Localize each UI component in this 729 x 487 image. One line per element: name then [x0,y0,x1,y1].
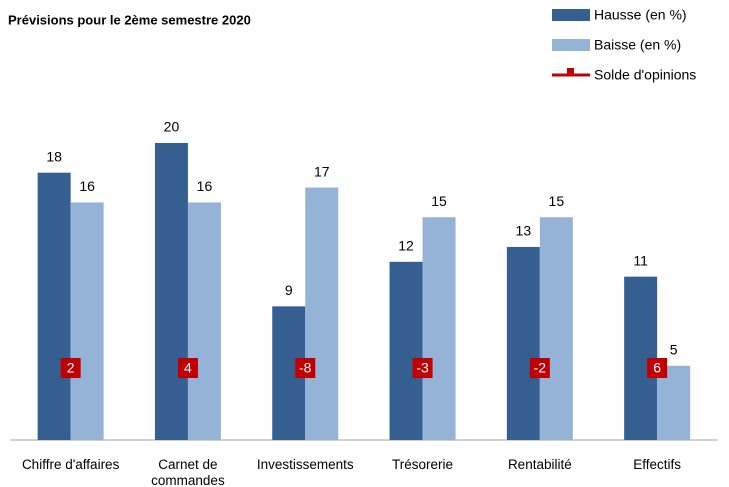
value-label: 16 [79,178,95,194]
bar [506,246,540,440]
legend-label: Hausse (en %) [594,7,687,23]
bar [305,187,339,440]
x-tick-label: Effectifs [633,457,682,472]
solde-label: -8 [299,360,312,376]
solde-label: -2 [534,360,547,376]
bar [422,217,456,440]
value-label: 12 [398,238,414,254]
solde-label: 6 [653,360,661,376]
bar [657,365,691,440]
value-label: 5 [670,341,678,357]
value-label: 20 [164,119,180,135]
bar [70,202,104,440]
solde-box [529,358,550,378]
legend-swatch [552,9,590,21]
chart-title: Prévisions pour le 2ème semestre 2020 [8,12,251,27]
solde-box [295,358,316,378]
bar [154,143,188,440]
legend-marker [567,68,574,75]
solde-label: 2 [67,360,75,376]
legend-swatch [552,39,590,51]
value-label: 11 [633,252,648,268]
value-label: 15 [431,193,447,209]
value-label: 17 [314,163,330,179]
bar [539,217,573,440]
x-tick-label: Carnet de commandes [151,457,225,487]
solde-box [177,358,198,378]
x-tick-label: Investissements [256,457,354,472]
legend-label: Baisse (en %) [594,37,681,53]
solde-box [412,358,433,378]
value-label: 18 [46,148,62,164]
solde-label: 4 [184,360,192,376]
bar [37,172,71,440]
value-label: 9 [285,282,293,298]
value-label: 16 [197,178,213,194]
bar [187,202,221,440]
bar [389,261,423,440]
solde-box [647,358,668,378]
legend-label: Solde d'opinions [594,67,696,83]
value-label: 15 [549,193,565,209]
solde-label: -3 [416,360,429,376]
x-tick-label: Chiffre d'affaires [21,457,120,472]
x-tick-label: Rentabilité [507,457,572,472]
value-label: 13 [516,223,532,239]
x-tick-label: Trésorerie [392,457,454,472]
solde-box [60,358,81,378]
